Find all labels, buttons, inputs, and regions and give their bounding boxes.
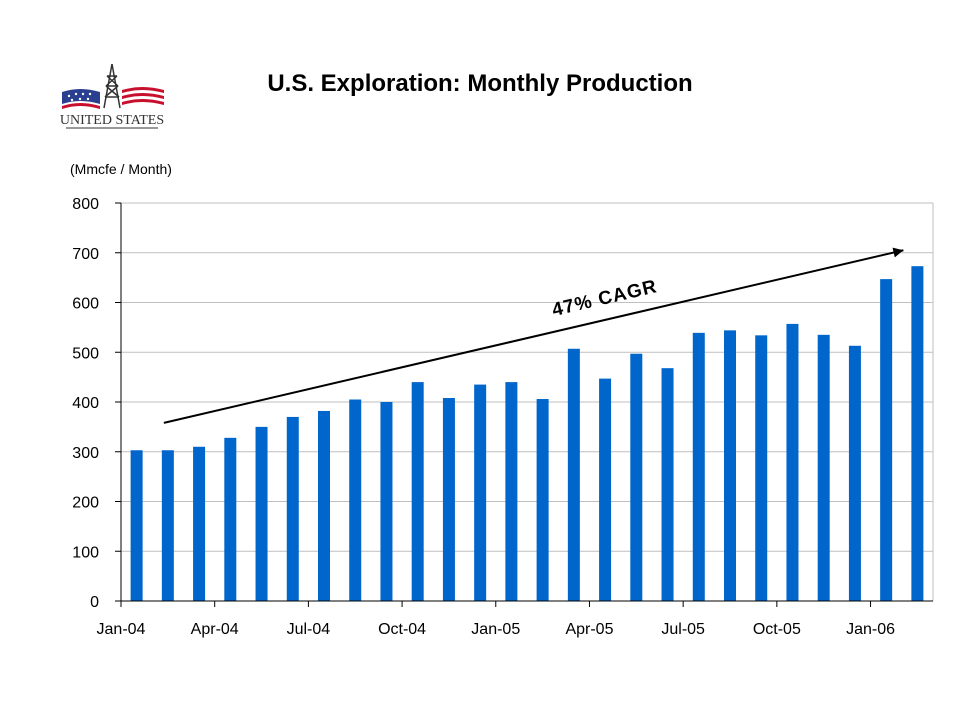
bar-feb-04 (161, 450, 174, 601)
x-tick-label: Jul-05 (661, 621, 705, 638)
bar-dec-05 (848, 345, 861, 601)
bar-mar-05 (567, 348, 580, 601)
bar-sep-05 (755, 335, 768, 601)
x-tick-label: Jul-04 (287, 621, 331, 638)
bar-dec-04 (474, 384, 487, 601)
bar-aug-04 (349, 399, 362, 601)
cagr-annotation: 47% CAGR (550, 276, 659, 321)
y-tick-label: 500 (72, 345, 99, 362)
bar-oct-05 (786, 323, 799, 601)
y-axis-unit-label: (Mmcfe / Month) (70, 161, 172, 177)
bar-feb-06 (911, 266, 924, 601)
x-tick-label: Apr-04 (191, 621, 239, 638)
y-tick-label: 100 (72, 544, 99, 561)
y-tick-label: 700 (72, 246, 99, 263)
bar-jul-05 (692, 332, 705, 601)
x-tick-label: Apr-05 (565, 621, 613, 638)
bar-feb-05 (536, 399, 549, 601)
x-tick-label: Jan-05 (471, 621, 520, 638)
x-tick-label: Oct-04 (378, 621, 426, 638)
bar-jan-05 (505, 382, 518, 601)
x-tick-label: Jan-06 (846, 621, 895, 638)
bar-jul-04 (318, 410, 330, 601)
bar-jan-04 (130, 450, 143, 601)
x-tick-label: Jan-04 (97, 621, 146, 638)
bar-may-04 (255, 426, 268, 601)
trend-arrow-line (163, 249, 904, 424)
bar-may-05 (630, 353, 643, 601)
bar-jan-06 (880, 279, 893, 601)
bar-oct-04 (411, 382, 424, 601)
y-tick-label: 0 (90, 594, 99, 611)
bar-nov-05 (817, 334, 830, 601)
bar-jun-05 (661, 368, 674, 601)
derrick-icon (103, 63, 121, 109)
flag-icon (62, 87, 164, 109)
x-tick-label: Oct-05 (753, 621, 801, 638)
bar-aug-05 (724, 330, 736, 601)
bar-apr-05 (599, 378, 612, 601)
page-title: U.S. Exploration: Monthly Production (267, 70, 693, 97)
bar-apr-04 (224, 437, 237, 601)
bar-nov-04 (442, 398, 455, 601)
y-tick-label: 600 (72, 296, 99, 313)
y-tick-label: 200 (72, 495, 99, 512)
bar-sep-04 (380, 402, 393, 601)
company-logo: UNITED STATES (60, 63, 164, 129)
y-tick-label: 300 (72, 445, 99, 462)
y-tick-label: 800 (72, 196, 99, 213)
bar-jun-04 (286, 416, 299, 601)
logo-wordmark: UNITED STATES (60, 113, 164, 128)
bar-mar-04 (193, 446, 206, 601)
trend-arrow-head (892, 247, 904, 258)
y-tick-label: 400 (72, 395, 99, 412)
